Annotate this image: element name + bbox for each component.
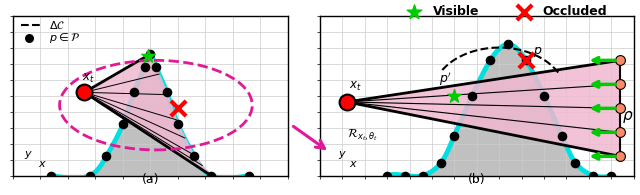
Point	[145, 52, 156, 56]
Text: $y$: $y$	[338, 149, 347, 161]
Text: $\mathcal{R}_{x_t,\theta_t}$: $\mathcal{R}_{x_t,\theta_t}$	[347, 126, 378, 143]
Text: $x$: $x$	[349, 158, 358, 169]
Text: $y$: $y$	[24, 149, 33, 161]
Text: $x$: $x$	[38, 158, 47, 169]
Point	[418, 174, 428, 177]
Point	[449, 134, 460, 137]
Point	[24, 36, 35, 40]
Point	[173, 123, 183, 126]
Point	[162, 91, 172, 94]
Point	[118, 123, 128, 126]
Point	[588, 174, 598, 177]
Text: $x_t$: $x_t$	[82, 72, 94, 85]
Text: (a): (a)	[141, 174, 159, 186]
Point	[342, 100, 352, 104]
Point	[79, 91, 90, 94]
Point	[615, 107, 625, 110]
Text: $\rho$: $\rho$	[622, 109, 634, 125]
Text: $x_t$: $x_t$	[349, 80, 362, 93]
Point	[129, 91, 139, 94]
Point	[189, 155, 200, 158]
Point	[615, 83, 625, 86]
Point	[615, 155, 625, 158]
Point	[46, 174, 56, 177]
Point	[436, 161, 446, 164]
Text: $\Delta\mathcal{C}$: $\Delta\mathcal{C}$	[49, 19, 65, 31]
Point	[84, 174, 95, 177]
Point	[485, 59, 495, 62]
Text: Visible: Visible	[433, 5, 479, 18]
Point	[519, 10, 529, 13]
Text: $p'$: $p'$	[439, 70, 452, 88]
Text: $p$: $p$	[532, 45, 542, 59]
Point	[151, 65, 161, 68]
Point	[409, 10, 419, 13]
Point	[570, 161, 580, 164]
Point	[521, 59, 531, 62]
Point	[400, 174, 410, 177]
Polygon shape	[51, 54, 250, 178]
Text: $p \in \mathcal{P}$: $p \in \mathcal{P}$	[49, 31, 79, 45]
Point	[615, 131, 625, 134]
Point	[101, 155, 111, 158]
Point	[539, 94, 549, 97]
Point	[606, 174, 616, 177]
Polygon shape	[387, 44, 611, 177]
Point	[206, 174, 216, 177]
Point	[143, 54, 153, 57]
Point	[173, 107, 183, 110]
Text: (b): (b)	[468, 174, 486, 186]
Point	[140, 65, 150, 68]
Point	[615, 59, 625, 62]
Point	[449, 94, 460, 97]
Point	[467, 94, 477, 97]
Polygon shape	[84, 54, 211, 176]
Point	[521, 59, 531, 62]
Point	[244, 174, 255, 177]
Text: Occluded: Occluded	[543, 5, 607, 18]
Point	[382, 174, 392, 177]
Polygon shape	[347, 60, 620, 156]
Point	[557, 134, 567, 137]
Point	[503, 43, 513, 46]
